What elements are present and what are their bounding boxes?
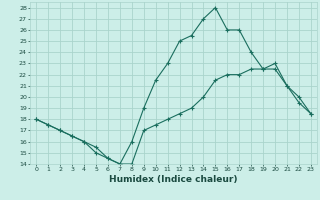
X-axis label: Humidex (Indice chaleur): Humidex (Indice chaleur) bbox=[109, 175, 238, 184]
